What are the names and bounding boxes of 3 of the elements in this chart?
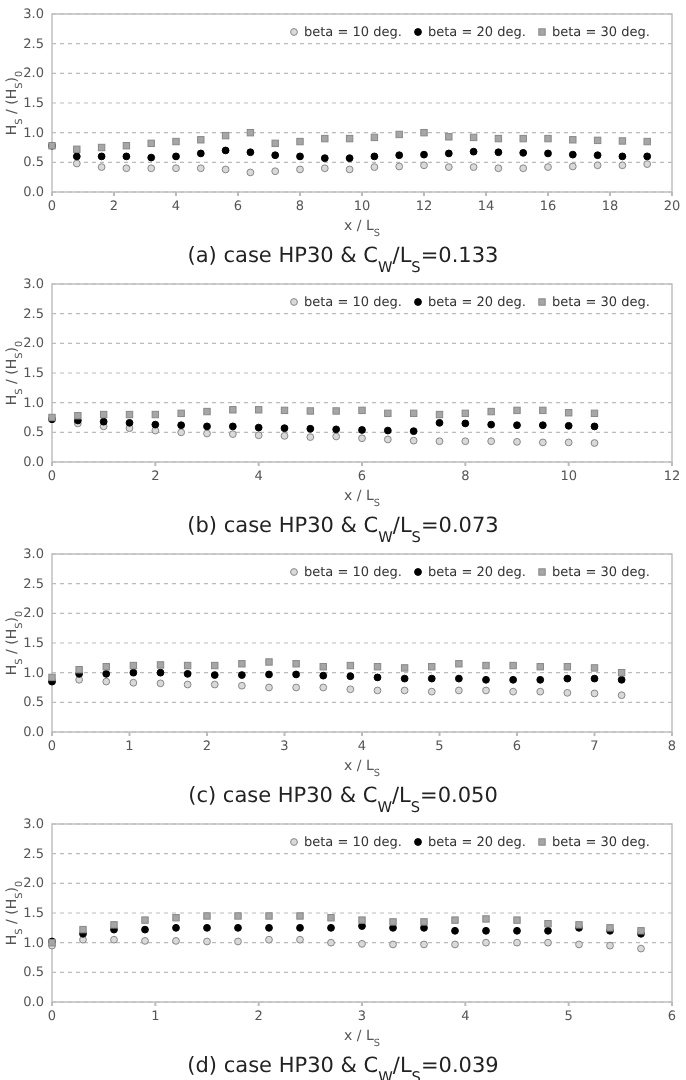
text: (a) case HP30 & C$_{W}$/L$_{S}$=0.133 bbox=[187, 244, 499, 275]
text: (b) case HP30 & C$_{W}$/L$_{S}$=0.073 bbox=[187, 514, 499, 545]
text: (c) case HP30 & C$_{W}$/L$_{S}$=0.050 bbox=[188, 784, 498, 815]
